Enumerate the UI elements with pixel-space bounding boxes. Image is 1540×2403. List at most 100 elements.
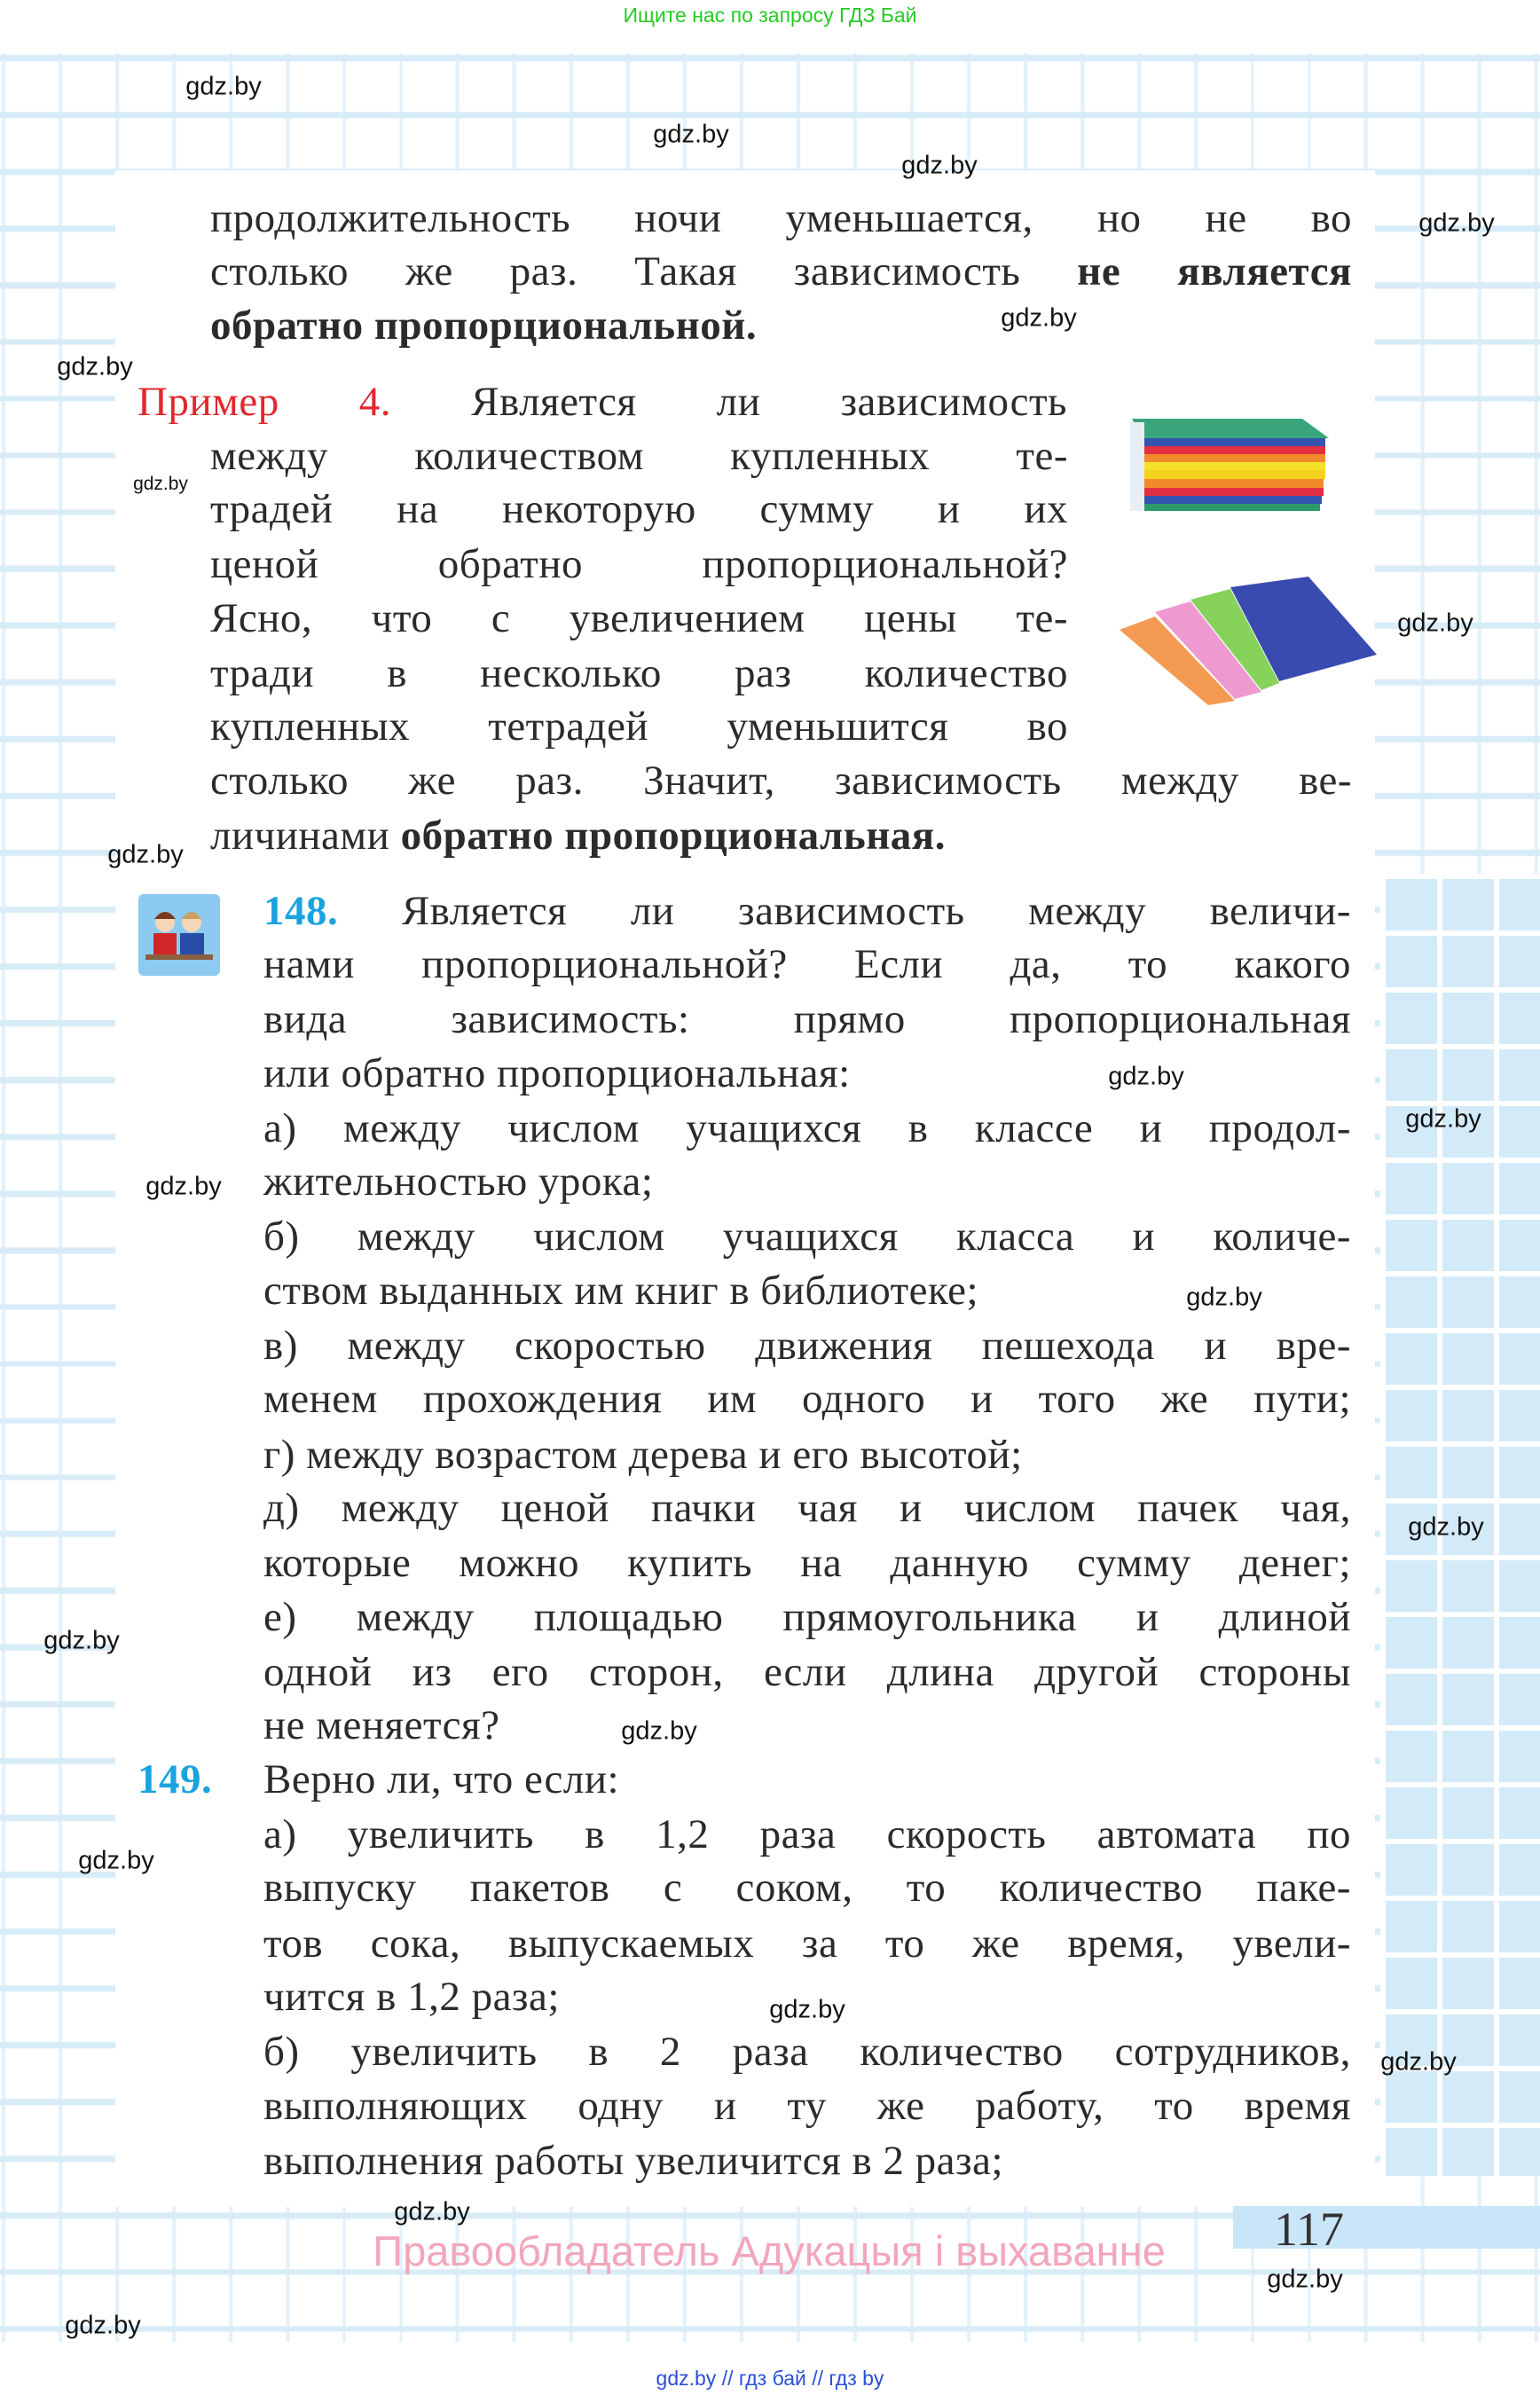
text-line: нами пропорциональной? Если да, то каког… [263, 938, 1351, 992]
text-segment: д) между ценой пачки чая и числом пачек … [263, 1485, 1351, 1531]
text-segment: столько же раз. Такая зависимость [210, 248, 1078, 294]
text-line: г) между возрастом дерева и его высотой; [263, 1428, 1023, 1482]
text-segment: а) увеличить в 1,2 раза скорость автомат… [263, 1811, 1351, 1857]
text-segment: менем прохождения им одного и того же пу… [263, 1376, 1351, 1422]
text-segment: чится в 1,2 раза; [263, 1974, 560, 2020]
watermark-text: gdz.by [769, 1995, 845, 2024]
watermark-text: gdz.by [1380, 2047, 1457, 2077]
notebook-stack-image [1130, 419, 1329, 511]
text-line: ценой обратно пропорциональной? [210, 538, 1068, 592]
text-line: выполнения работы увеличится в 2 раза; [263, 2134, 1003, 2188]
text-line: менем прохождения им одного и того же пу… [263, 1372, 1351, 1426]
watermark-text: gdz.by [1408, 1512, 1484, 1542]
text-line: или обратно пропорциональная: [263, 1047, 851, 1101]
text-line: столько же раз. Значит, зависимость межд… [210, 754, 1352, 808]
text-segment: традей на некоторую сумму и их [210, 486, 1068, 532]
text-line: жительностью урока; [263, 1155, 653, 1209]
text-line: б) увеличить в 2 раза количество сотрудн… [263, 2025, 1351, 2079]
text-segment: ством выданных им книг в библиотеке; [263, 1268, 979, 1314]
watermark-text: gdz.by [1397, 609, 1473, 638]
search-hint: Ищите нас по запросу ГДЗ Бай [623, 4, 917, 27]
text-segment: выполняющих одну и ту же работу, то врем… [263, 2083, 1351, 2129]
text-segment: обратно пропорциональная. [400, 813, 946, 859]
text-segment: нами пропорциональной? Если да, то каког… [263, 941, 1351, 987]
watermark-text: gdz.by [1405, 1104, 1481, 1134]
exercise-number: 148. [263, 888, 339, 934]
text-segment: жительностью урока; [263, 1158, 654, 1205]
watermark-text: gdz.by [1418, 208, 1495, 238]
text-line: купленных тетрадей уменьшится во [210, 700, 1068, 754]
margin-decoration [1380, 874, 1540, 2176]
text-line: одной из его сторон, если длина другой с… [263, 1645, 1351, 1700]
footer-links[interactable]: gdz.by // гдз бай // гдз by [656, 2367, 884, 2390]
text-segment: между количеством купленных те- [210, 433, 1068, 479]
text-segment: которые можно купить на данную сумму ден… [263, 1540, 1351, 1586]
copyright-notice: Правообладатель Адукацыя і выхаванне [373, 2227, 1166, 2274]
text-line: которые можно купить на данную сумму ден… [263, 1536, 1351, 1590]
text-segment: или обратно пропорциональная: [263, 1050, 851, 1096]
text-line: выполняющих одну и ту же работу, то врем… [263, 2079, 1351, 2133]
text-segment: вида зависимость: прямо пропорциональная [263, 996, 1351, 1042]
page-number-box [1233, 2206, 1540, 2249]
watermark-text: gdz.by [1001, 303, 1077, 333]
text-segment: ценой обратно пропорциональной? [210, 541, 1068, 587]
watermark-text: gdz.by [653, 120, 729, 149]
watermark-text: gdz.by [107, 840, 184, 869]
text-line: е) между площадью прямоугольника и длино… [263, 1590, 1351, 1645]
text-line: в) между скоростью движения пешехода и в… [263, 1319, 1351, 1373]
text-segment: купленных тетрадей уменьшится во [210, 703, 1068, 750]
text-segment: выпуску пакетов с соком, то количество п… [263, 1865, 1351, 1911]
text-segment: выполнения работы увеличится в 2 раза; [263, 2138, 1004, 2184]
text-line: Пример 4. Является ли зависимость [138, 375, 1067, 429]
text-segment: Является ли зависимость [391, 379, 1067, 425]
text-line: обратно пропорциональной. [210, 299, 757, 353]
text-segment: обратно пропорциональной. [210, 302, 758, 349]
text-segment: г) между возрастом дерева и его высотой; [263, 1432, 1023, 1478]
text-line: не меняется? [263, 1699, 499, 1753]
text-line: продолжительность ночи уменьшается, но н… [210, 192, 1352, 246]
text-segment: а) между числом учащихся в классе и прод… [263, 1105, 1351, 1151]
watermark-text: gdz.by [57, 352, 133, 381]
text-line: 148. Является ли зависимость между велич… [263, 884, 1351, 938]
pupils-icon [138, 894, 220, 976]
watermark-text: gdz.by [185, 72, 262, 101]
text-segment: Является ли зависимость между величи- [338, 888, 1351, 934]
example-label: Пример 4. [138, 379, 392, 425]
text-line: ством выданных им книг в библиотеке; [263, 1264, 978, 1318]
text-segment: не является [1077, 248, 1352, 294]
text-segment: Ясно, что с увеличением цены те- [210, 595, 1068, 641]
watermark-text: gdz.by [43, 1626, 120, 1655]
watermark-text: gdz.by [133, 474, 188, 494]
watermark-text: gdz.by [1186, 1283, 1262, 1312]
text-line: чится в 1,2 раза; [263, 1970, 560, 2024]
text-line: вида зависимость: прямо пропорциональная [263, 993, 1351, 1047]
text-segment: тов сока, выпускаемых за то же время, ув… [263, 1920, 1351, 1967]
text-segment: в) между скоростью движения пешехода и в… [263, 1323, 1351, 1369]
text-segment: Верно ли, что если: [263, 1756, 620, 1802]
text-segment: б) между числом учащихся класса и количе… [263, 1213, 1351, 1260]
text-line: д) между ценой пачки чая и числом пачек … [263, 1481, 1351, 1535]
watermark-text: gdz.by [394, 2197, 470, 2226]
notebook-fan-image [1120, 577, 1377, 705]
text-line: личинами обратно пропорциональная. [210, 809, 946, 863]
text-line: 149. Верно ли, что если: [138, 1753, 619, 1807]
text-line: б) между числом учащихся класса и количе… [263, 1210, 1351, 1264]
text-line: а) между числом учащихся в классе и прод… [263, 1102, 1351, 1156]
text-segment: личинами [210, 813, 401, 859]
exercise-number: 149. [138, 1756, 213, 1802]
watermark-text: gdz.by [901, 151, 978, 180]
text-segment: е) между площадью прямоугольника и длино… [263, 1594, 1351, 1640]
text-segment: столько же раз. Значит, зависимость межд… [210, 758, 1352, 804]
text-line: тради в несколько раз количество [210, 647, 1068, 701]
text-segment: б) увеличить в 2 раза количество сотрудн… [263, 2029, 1351, 2075]
text-segment: одной из его сторон, если длина другой с… [263, 1649, 1351, 1695]
text-line: столько же раз. Такая зависимость не явл… [210, 245, 1352, 299]
watermark-text: gdz.by [78, 1846, 154, 1875]
text-segment: продолжительность ночи уменьшается, но н… [210, 195, 1352, 241]
text-segment: тради в несколько раз количество [210, 650, 1068, 696]
watermark-text: gdz.by [1108, 1062, 1184, 1091]
text-line: тов сока, выпускаемых за то же время, ув… [263, 1917, 1351, 1971]
text-segment: не меняется? [263, 1702, 500, 1748]
text-line: Ясно, что с увеличением цены те- [210, 592, 1068, 646]
watermark-text: gdz.by [1267, 2265, 1343, 2294]
